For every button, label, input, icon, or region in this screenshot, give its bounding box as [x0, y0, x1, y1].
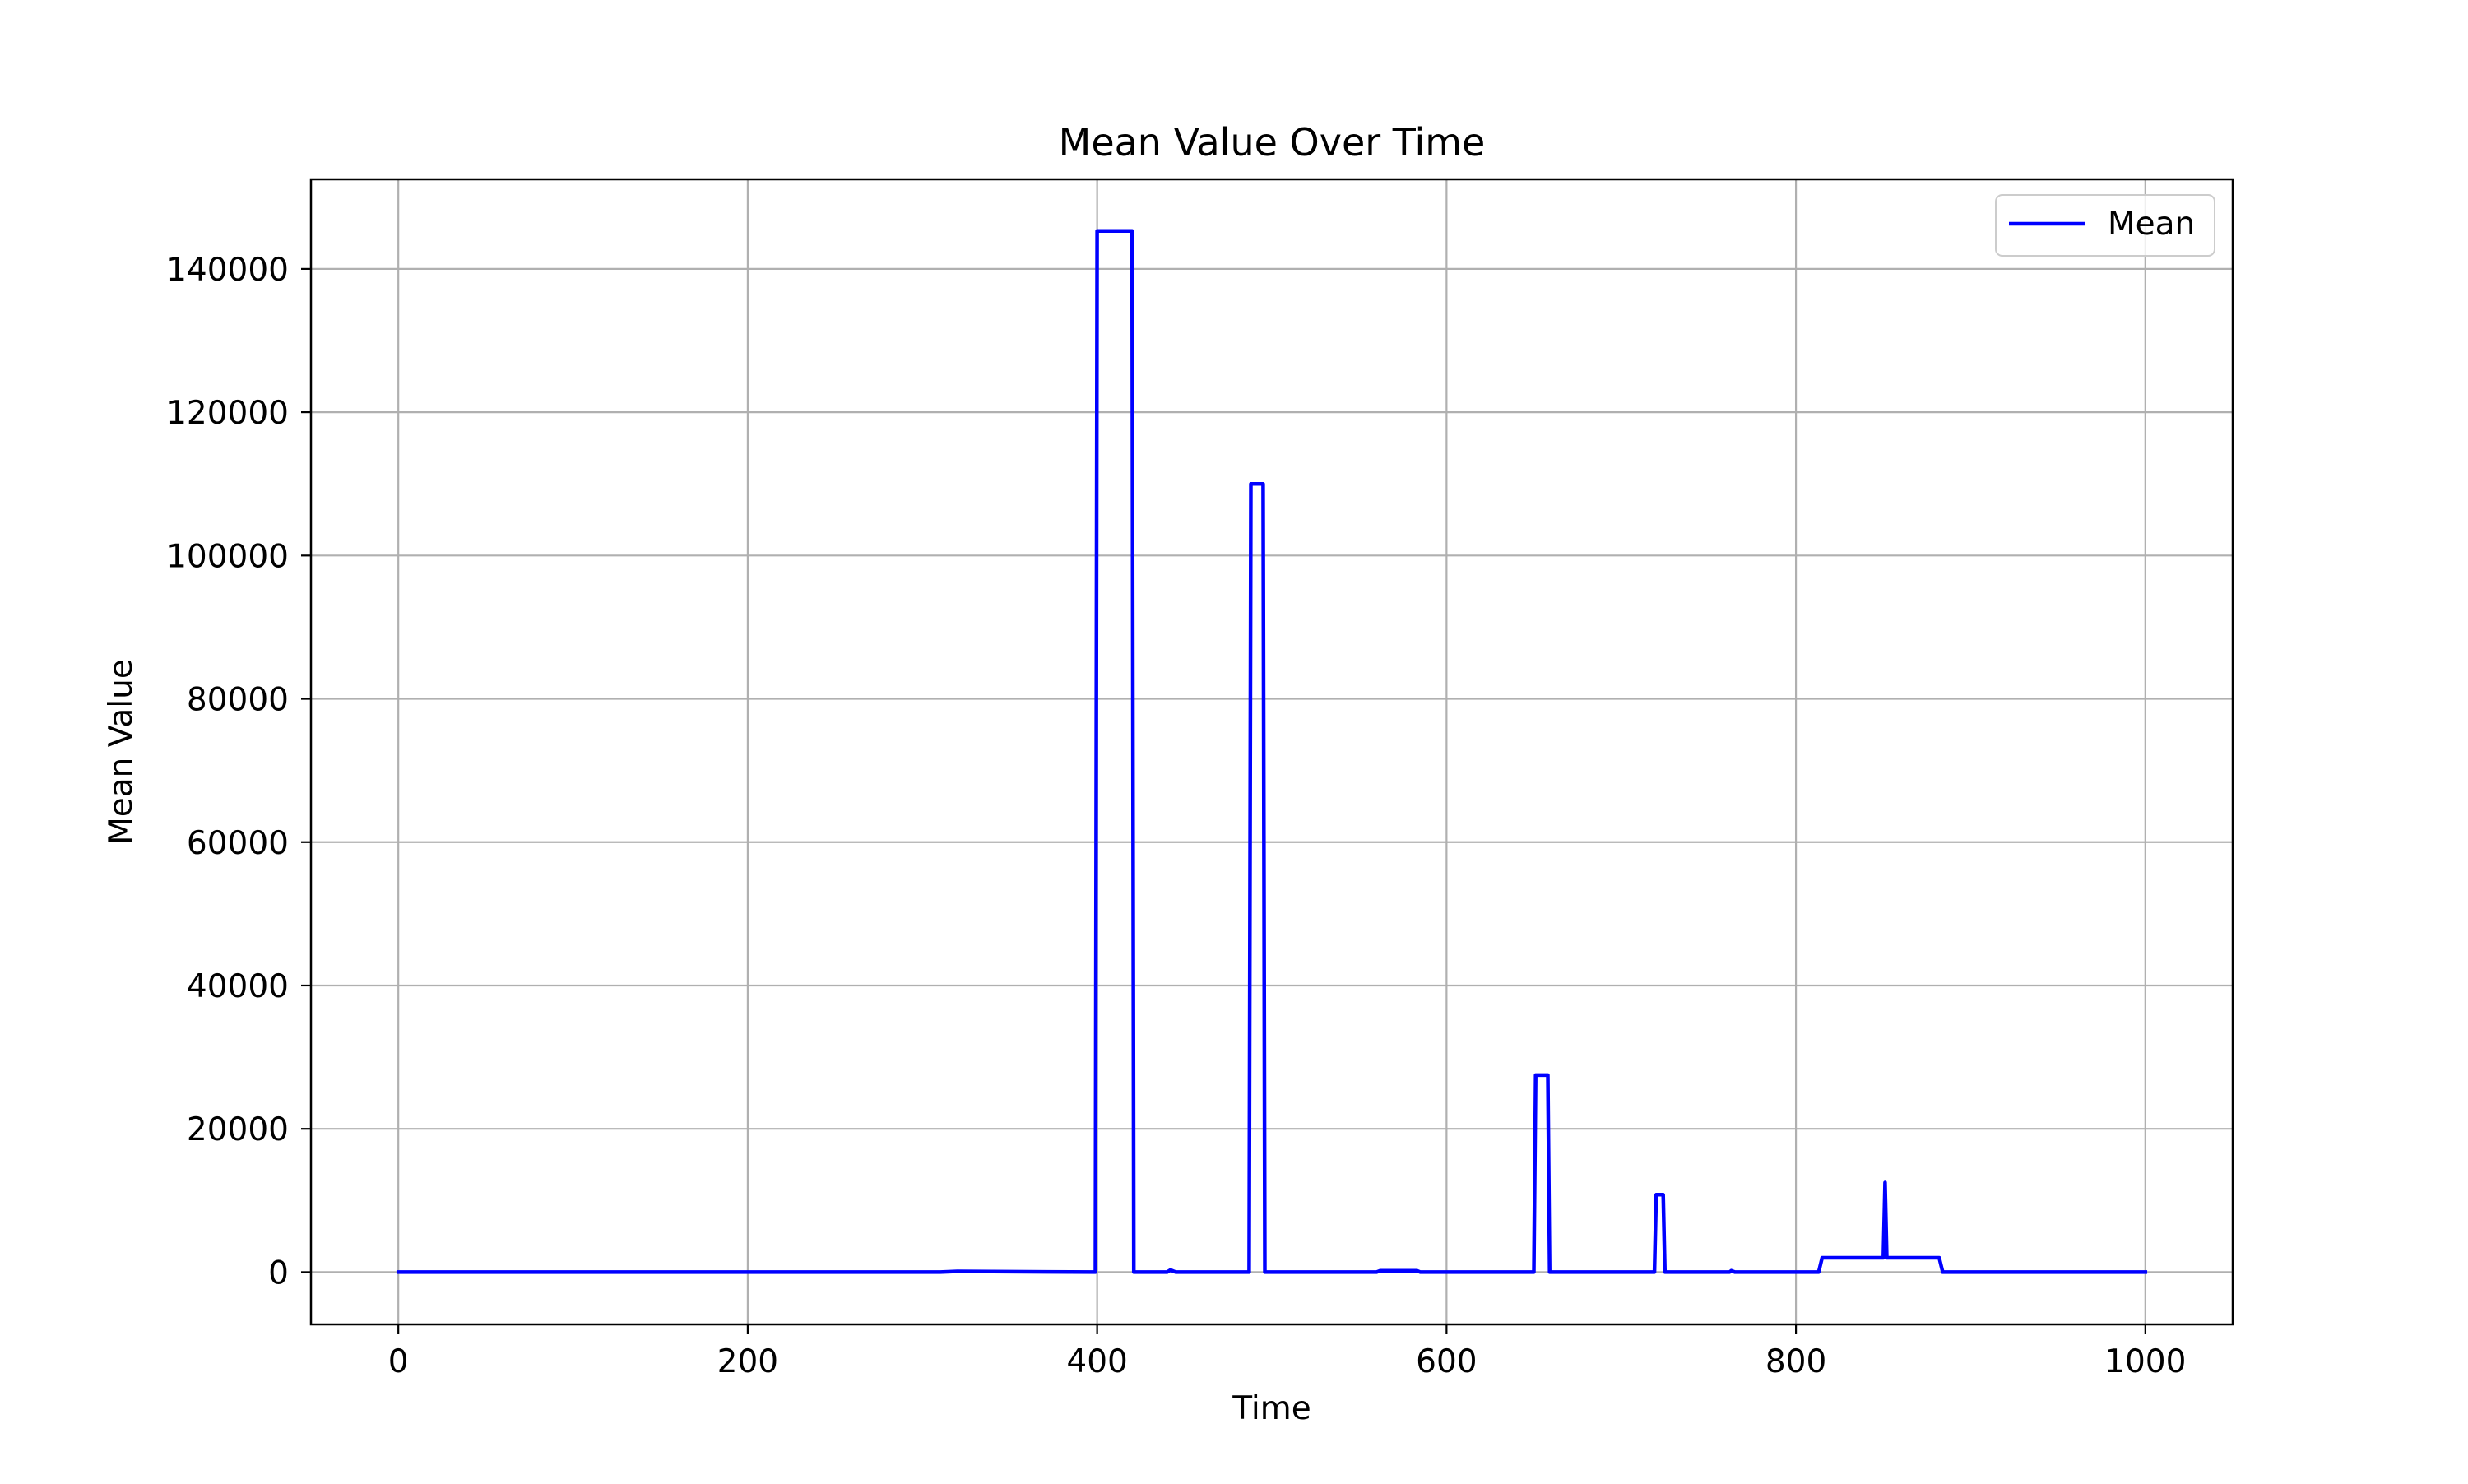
y-tick-label: 80000	[187, 682, 289, 719]
y-axis-label: Mean Value	[103, 659, 140, 845]
x-tick-label: 600	[1416, 1343, 1477, 1380]
y-tick-label: 60000	[187, 825, 289, 862]
x-tick-label: 0	[388, 1343, 409, 1380]
x-tick-label: 200	[717, 1343, 778, 1380]
x-tick-label: 400	[1066, 1343, 1127, 1380]
legend: Mean	[1995, 194, 2215, 257]
legend-label-mean: Mean	[2108, 206, 2195, 243]
y-axis-ticks: 0 20000 40000 60000 80000 100000 120000 140000	[166, 252, 311, 1292]
chart-title: Mean Value Over Time	[1059, 120, 1486, 165]
series-layer	[396, 229, 2148, 1274]
y-tick-label: 120000	[166, 395, 289, 432]
y-tick-label: 140000	[166, 252, 289, 289]
y-tick-label: 100000	[166, 538, 289, 575]
y-tick-label: 20000	[187, 1111, 289, 1148]
x-tick-label: 1000	[2104, 1343, 2186, 1380]
series-line-mean	[396, 229, 2148, 1274]
y-tick-label: 40000	[187, 968, 289, 1005]
x-axis-label: Time	[1232, 1390, 1311, 1427]
x-tick-label: 800	[1765, 1343, 1826, 1380]
y-tick-label: 0	[268, 1254, 289, 1292]
legend-box	[1995, 194, 2215, 257]
plot-area-frame	[309, 178, 2234, 1326]
x-axis-ticks: 0 200 400 600 800 1000	[388, 1324, 2186, 1380]
